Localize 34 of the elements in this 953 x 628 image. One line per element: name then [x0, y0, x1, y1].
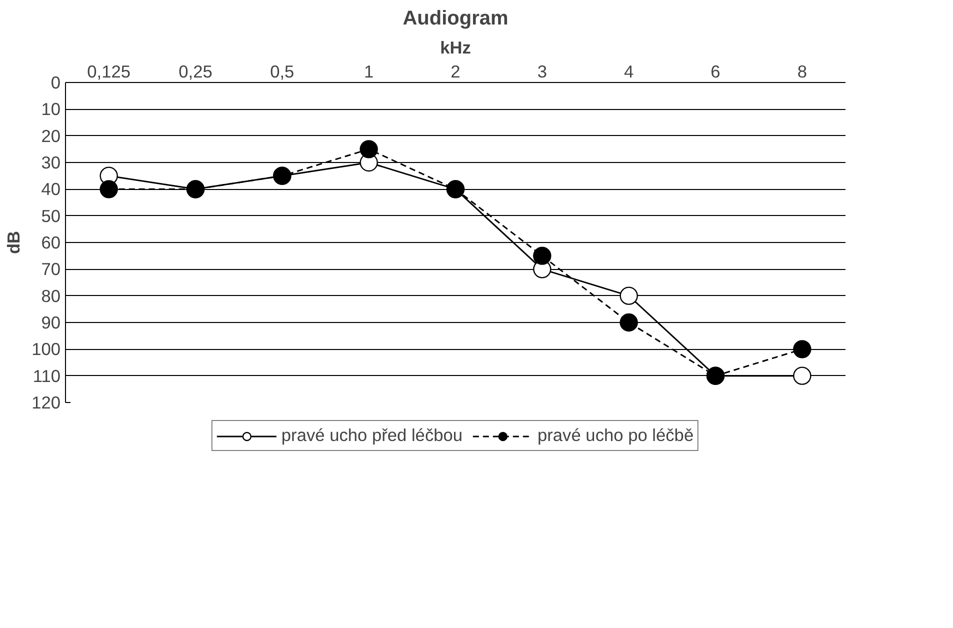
chart-title: Audiogram [402, 8, 508, 30]
point [360, 140, 378, 158]
legend-label: pravé ucho před léčbou [281, 425, 463, 446]
x-tick-label: 1 [364, 62, 374, 82]
y-tick-label: 70 [41, 259, 61, 280]
y-tick-label: 40 [41, 179, 61, 200]
x-tick-label: 6 [710, 62, 720, 82]
x-tick-label: 0,5 [270, 62, 294, 82]
y-tick-label: 100 [32, 339, 61, 360]
x-tick-label: 4 [624, 62, 634, 82]
y-tick-label: 110 [32, 366, 61, 386]
x-tick-label: 8 [797, 62, 807, 82]
y-tick-label: 80 [41, 286, 61, 306]
y-tick-label: 30 [41, 152, 61, 172]
y-axis-title: dB [4, 230, 24, 254]
y-tick-label: 120 [32, 392, 61, 412]
point [793, 340, 812, 358]
y-tick-label: 10 [41, 99, 61, 120]
legend-label: pravé ucho po léčbě [538, 425, 694, 446]
x-tick-label: 0,25 [178, 62, 212, 82]
x-tick-label: 3 [537, 62, 547, 82]
x-tick-label: 2 [450, 62, 460, 82]
y-tick-label: 20 [41, 126, 61, 146]
point [793, 366, 812, 385]
x-axis-title: kHz [440, 38, 472, 58]
y-tick-label: 0 [50, 72, 61, 92]
point [620, 286, 638, 305]
y-tick-label: 60 [41, 232, 61, 252]
point [100, 180, 118, 198]
y-tick-label: 90 [41, 312, 61, 332]
x-tick-label: 0,125 [87, 62, 131, 82]
point [533, 246, 552, 265]
y-tick-label: 50 [41, 206, 61, 226]
point [620, 313, 638, 332]
